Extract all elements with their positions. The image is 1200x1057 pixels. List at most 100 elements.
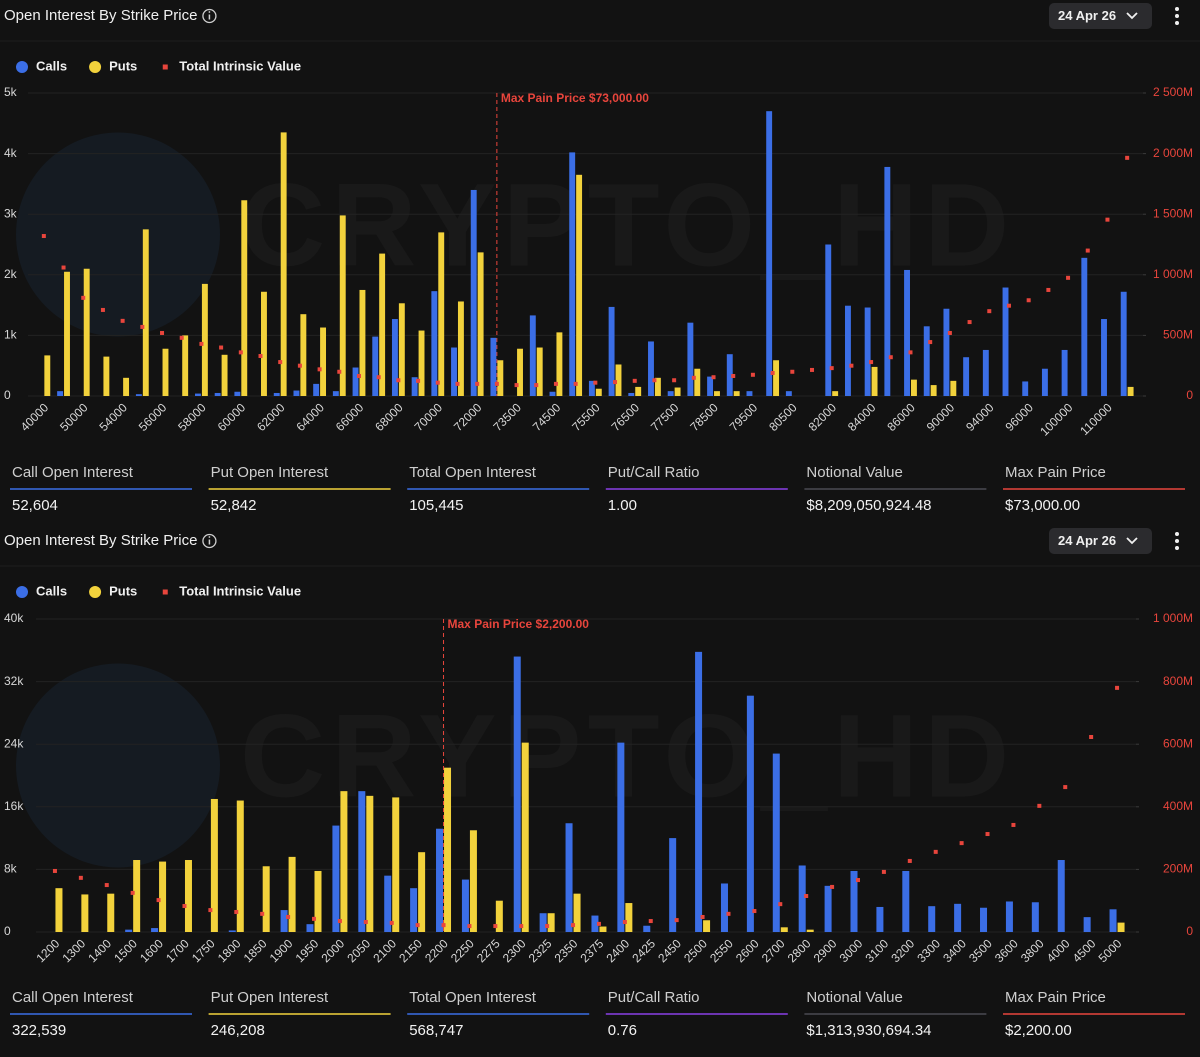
stat-value: $1,313,930,694.34	[806, 1022, 931, 1039]
bar	[398, 303, 405, 396]
bar	[436, 828, 444, 932]
menu-dot[interactable]	[1175, 539, 1179, 543]
y-tick-label: 2k	[4, 267, 18, 281]
stat-value: $73,000.00	[1005, 497, 1080, 514]
intrinsic-value-dot	[881, 869, 886, 874]
bar	[372, 336, 379, 396]
intrinsic-value-dot	[120, 318, 125, 323]
y-tick-label: 24k	[4, 736, 24, 750]
bar	[902, 870, 910, 932]
watermark: CRYPTO_HD	[240, 160, 1015, 292]
intrinsic-value-dot	[441, 923, 446, 928]
stat-label: Put Open Interest	[211, 464, 329, 481]
bar	[910, 379, 917, 396]
bar	[306, 924, 314, 932]
bar	[159, 861, 167, 932]
bar	[384, 875, 392, 932]
bar	[832, 391, 839, 396]
bar	[824, 885, 832, 932]
bar	[261, 291, 267, 396]
y-tick-label: 32k	[4, 674, 24, 688]
bar	[864, 307, 871, 396]
legend-label[interactable]: Total Intrinsic Value	[179, 583, 301, 598]
bar	[576, 174, 583, 396]
bar	[928, 906, 936, 932]
intrinsic-value-dot	[363, 919, 368, 924]
intrinsic-value-dot	[622, 919, 627, 924]
bar	[943, 308, 950, 396]
info-icon	[202, 8, 217, 24]
intrinsic-value-dot	[959, 841, 964, 846]
bar	[241, 200, 248, 396]
date-chevron[interactable]	[1126, 12, 1138, 20]
bar	[772, 753, 780, 932]
bar	[798, 865, 806, 932]
legend-label[interactable]: Calls	[36, 583, 67, 598]
legend-marker	[16, 61, 28, 73]
intrinsic-value-dot	[519, 924, 524, 929]
menu-dot[interactable]	[1175, 532, 1179, 536]
bar	[980, 907, 988, 932]
y2-tick-label: 500M	[1163, 328, 1193, 342]
legend-label[interactable]: Puts	[109, 583, 137, 598]
bar	[490, 337, 497, 396]
bar	[44, 355, 51, 396]
bar	[703, 920, 711, 932]
bar	[573, 893, 581, 932]
intrinsic-value-dot	[967, 320, 972, 325]
intrinsic-value-dot	[396, 378, 401, 383]
bar	[1083, 917, 1091, 932]
intrinsic-value-dot	[160, 330, 165, 335]
intrinsic-value-dot	[179, 335, 184, 340]
y-tick-label: 40k	[4, 611, 24, 625]
intrinsic-value-dot	[1105, 217, 1110, 222]
intrinsic-value-dot	[632, 378, 637, 383]
intrinsic-value-dot	[493, 924, 498, 929]
bar	[930, 385, 937, 396]
intrinsic-value-dot	[726, 911, 731, 916]
bar	[591, 915, 599, 932]
intrinsic-value-dot	[790, 369, 795, 374]
menu-dot[interactable]	[1175, 21, 1179, 25]
stat-value: $8,209,050,924.48	[806, 497, 931, 514]
intrinsic-value-dot	[1115, 685, 1120, 690]
menu-dot[interactable]	[1175, 546, 1179, 550]
bar	[1057, 860, 1065, 932]
legend-label[interactable]: Puts	[109, 58, 137, 73]
y-tick-label: 8k	[4, 862, 18, 876]
intrinsic-value-dot	[849, 363, 854, 368]
intrinsic-value-dot	[571, 923, 576, 928]
y-tick-label: 4k	[4, 146, 18, 160]
stat-value: 568,747	[409, 1022, 463, 1039]
intrinsic-value-dot	[1125, 155, 1130, 160]
bar	[313, 383, 320, 396]
intrinsic-value-dot	[1006, 303, 1011, 308]
bar	[431, 291, 438, 396]
bar	[599, 926, 607, 932]
bar	[963, 357, 970, 396]
bar	[714, 391, 720, 396]
bar	[694, 368, 701, 396]
intrinsic-value-dot	[104, 883, 109, 888]
bar	[1109, 909, 1117, 932]
stat-value: 246,208	[211, 1022, 265, 1039]
menu-dot[interactable]	[1175, 7, 1179, 11]
bar	[142, 229, 149, 396]
date-label[interactable]: 24 Apr 26	[1058, 533, 1116, 548]
legend-label[interactable]: Calls	[36, 58, 67, 73]
intrinsic-value-dot	[1011, 822, 1016, 827]
intrinsic-value-dot	[435, 380, 440, 385]
date-button[interactable]	[1049, 528, 1152, 554]
bar	[1022, 381, 1029, 396]
intrinsic-value-dot	[553, 381, 558, 386]
date-chevron[interactable]	[1126, 537, 1138, 545]
bar	[773, 360, 780, 396]
watermark-logo	[16, 132, 220, 337]
menu-dot[interactable]	[1175, 14, 1179, 18]
intrinsic-value-dot	[238, 350, 243, 355]
bar	[444, 767, 452, 932]
date-button[interactable]	[1049, 3, 1152, 29]
date-label[interactable]: 24 Apr 26	[1058, 8, 1116, 23]
legend-label[interactable]: Total Intrinsic Value	[179, 58, 301, 73]
